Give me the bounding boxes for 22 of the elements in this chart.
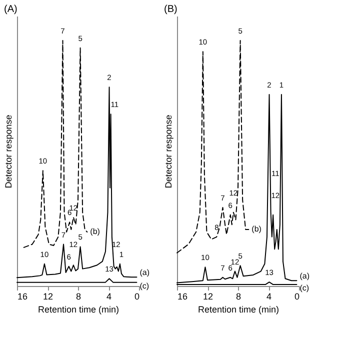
chart-title: (A) bbox=[4, 4, 18, 15]
x-tick-label: 12 bbox=[42, 292, 54, 302]
series-label: (a) bbox=[140, 268, 150, 278]
x-tick-label: 8 bbox=[236, 292, 242, 302]
x-tick-label: 16 bbox=[18, 292, 28, 302]
series-label: (a) bbox=[300, 272, 310, 281]
x-tick-label: 0 bbox=[294, 292, 300, 302]
x-tick-label: 4 bbox=[266, 292, 272, 302]
y-axis-title: Detector response bbox=[4, 114, 14, 188]
y-axis-title: Detector response bbox=[164, 114, 174, 188]
series-label: (b) bbox=[252, 224, 262, 234]
x-tick-label: 16 bbox=[178, 292, 188, 302]
series-label: (b) bbox=[90, 227, 100, 236]
x-tick-label: 12 bbox=[202, 292, 214, 302]
x-tick-label: 8 bbox=[76, 292, 82, 302]
x-axis-title: Retention time (min) bbox=[38, 304, 120, 314]
x-tick-label: 0 bbox=[134, 292, 140, 302]
x-axis-title: Retention time (min) bbox=[198, 304, 280, 314]
x-tick-label: 4 bbox=[106, 292, 112, 302]
series-label: (c) bbox=[140, 281, 150, 290]
series-label: (c) bbox=[300, 284, 310, 293]
chart-title: (B) bbox=[164, 4, 178, 15]
